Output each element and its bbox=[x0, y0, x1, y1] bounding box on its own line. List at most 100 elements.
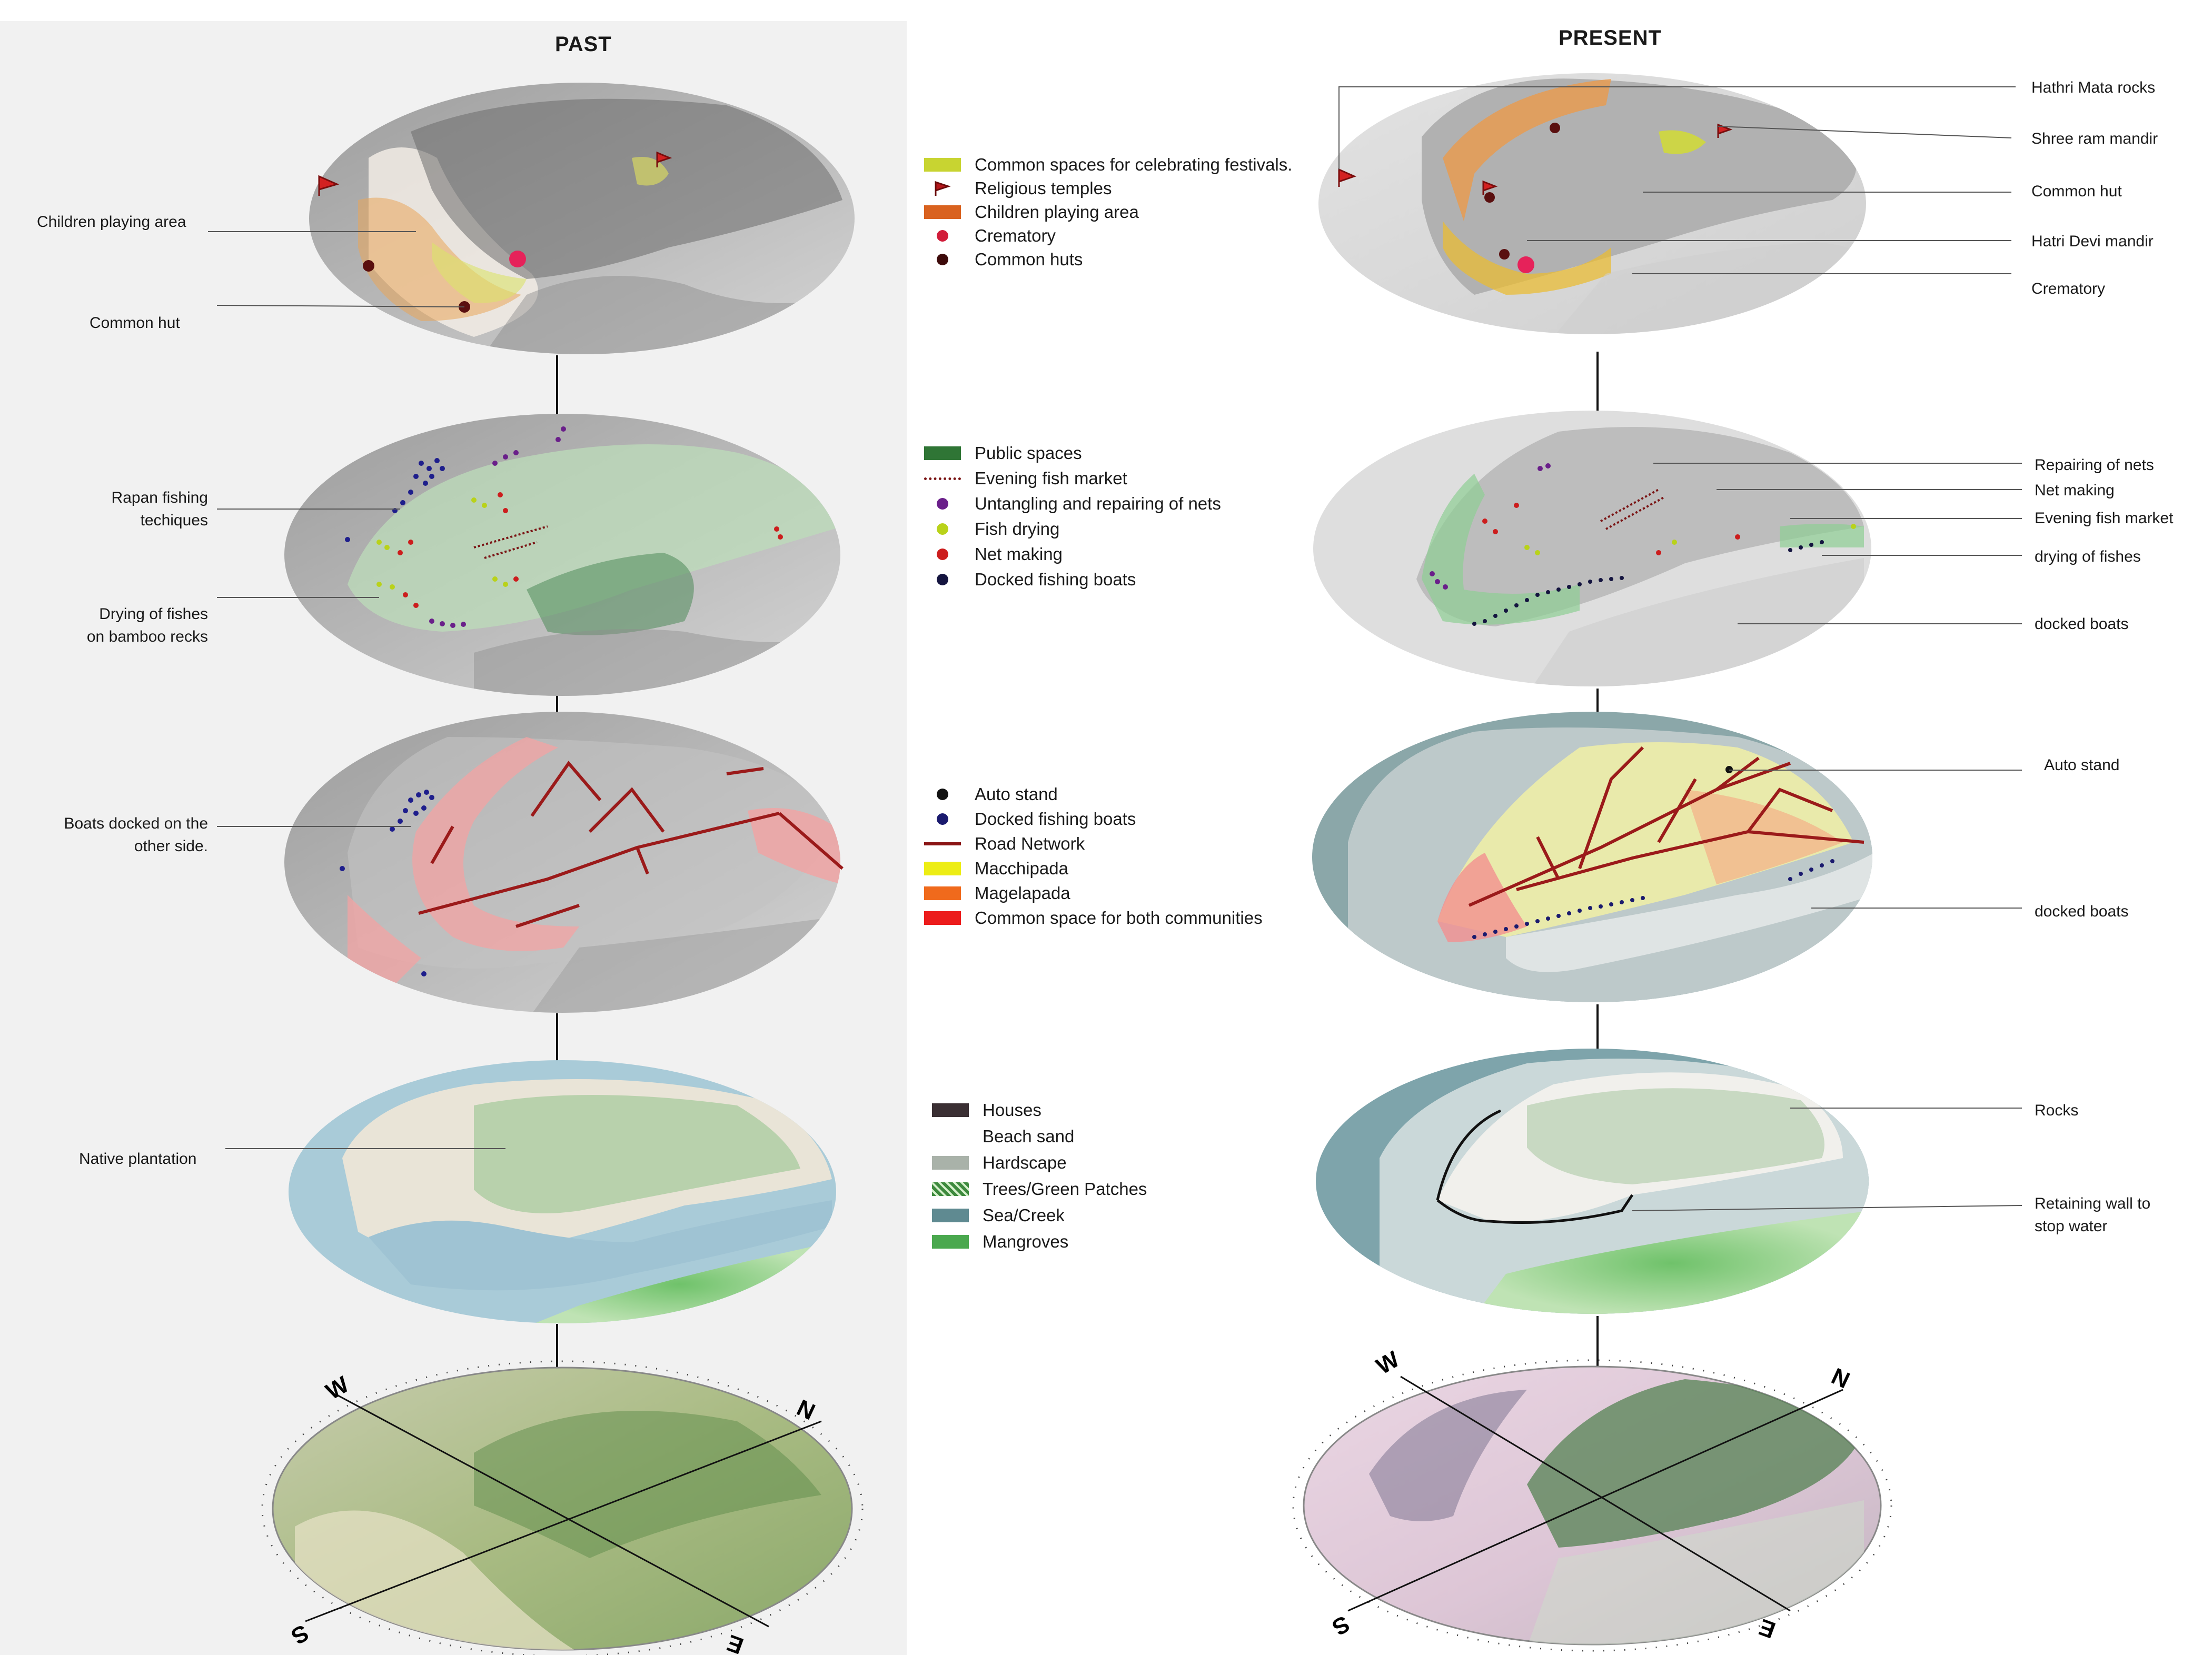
legend-label: Houses bbox=[983, 1100, 1041, 1120]
legend-label: Beach sand bbox=[983, 1126, 1075, 1146]
temple-flag-icon bbox=[924, 180, 961, 197]
past-layer-activities bbox=[284, 414, 840, 696]
present-activity-dots bbox=[1430, 463, 1856, 590]
past-title: PAST bbox=[555, 33, 612, 56]
legend-row: Untangling and repairing of nets bbox=[924, 492, 1221, 516]
none-swatch bbox=[932, 1130, 969, 1143]
dot-swatch bbox=[937, 549, 948, 560]
dot-swatch bbox=[937, 230, 948, 242]
past-leader-lines bbox=[208, 231, 505, 1149]
present-label-common-hut: Common hut bbox=[2031, 183, 2122, 200]
legend-row: Fish drying bbox=[924, 517, 1059, 541]
past-label-boats-line1: Boats docked on the bbox=[64, 815, 208, 832]
legend-label: Religious temples bbox=[975, 178, 1112, 198]
present-layer-activities bbox=[1313, 411, 1871, 686]
present-layer-landcover bbox=[1316, 1049, 1869, 1314]
present-label-evening-fish-market: Evening fish market bbox=[2035, 510, 2174, 527]
past-label-native-plantation: Native plantation bbox=[79, 1150, 197, 1168]
legend-row: Auto stand bbox=[924, 782, 1058, 806]
present-leader-lines bbox=[1338, 86, 2022, 1211]
legend-label: Children playing area bbox=[975, 202, 1139, 222]
rect-swatch bbox=[924, 911, 961, 925]
present-title: PRESENT bbox=[1559, 26, 1662, 49]
legend-row: Beach sand bbox=[932, 1124, 1074, 1149]
present-label-retaining-line1: Retaining wall to bbox=[2035, 1195, 2151, 1212]
legend-label: Auto stand bbox=[975, 784, 1058, 804]
legend-row: Children playing area bbox=[924, 200, 1139, 224]
legend-label: Docked fishing boats bbox=[975, 570, 1136, 589]
legend-label: Trees/Green Patches bbox=[983, 1179, 1147, 1199]
dot-swatch bbox=[937, 574, 948, 585]
past-layer-movement bbox=[284, 712, 844, 1013]
rect-swatch bbox=[932, 1103, 969, 1117]
present-label-rocks: Rocks bbox=[2035, 1102, 2079, 1119]
legend-row: Religious temples bbox=[924, 176, 1112, 201]
rect-swatch bbox=[924, 446, 961, 460]
present-layer-movement bbox=[1312, 712, 1872, 1002]
legend-row: Docked fishing boats bbox=[924, 567, 1136, 592]
legend-label: Common space for both communities bbox=[975, 908, 1263, 928]
legend-row: Trees/Green Patches bbox=[932, 1177, 1147, 1201]
pattern-swatch bbox=[932, 1182, 969, 1196]
legend-row: Public spaces bbox=[924, 441, 1082, 465]
present-road-network bbox=[1468, 746, 1864, 907]
legend-row: Net making bbox=[924, 542, 1063, 566]
past-label-children-playing-area: Children playing area bbox=[37, 213, 186, 231]
legend-row: Evening fish market bbox=[924, 466, 1127, 491]
present-label-crematory: Crematory bbox=[2031, 280, 2106, 297]
legend-row: Macchipada bbox=[924, 856, 1068, 881]
past-label-drying-of-fishes: Drying of fishes on bamboo recks bbox=[53, 603, 208, 648]
legend-label: Hardscape bbox=[983, 1153, 1067, 1172]
past-label-rapan-line1: Rapan fishing bbox=[111, 489, 208, 506]
legend-label: Sea/Creek bbox=[983, 1205, 1065, 1225]
legend-row: Mangroves bbox=[932, 1230, 1068, 1254]
present-label-docked-boats: docked boats bbox=[2035, 615, 2129, 633]
rect-swatch bbox=[932, 1235, 969, 1249]
past-layer-festivals bbox=[309, 83, 855, 354]
dot-swatch bbox=[937, 254, 948, 265]
rect-swatch bbox=[924, 158, 961, 172]
present-label-repairing-of-nets: Repairing of nets bbox=[2035, 456, 2154, 474]
legend-label: Net making bbox=[975, 544, 1063, 564]
dot-swatch bbox=[937, 498, 948, 510]
legend-row: Common huts bbox=[924, 247, 1083, 272]
present-label-retaining-wall: Retaining wall to stop water bbox=[2035, 1192, 2150, 1238]
past-label-boats-docked: Boats docked on the other side. bbox=[32, 812, 208, 858]
present-label-hathri-mata-rocks: Hathri Mata rocks bbox=[2031, 79, 2156, 96]
legend-label: Magelapada bbox=[975, 883, 1070, 903]
legend-row: Houses bbox=[932, 1098, 1041, 1122]
legend-label: Evening fish market bbox=[975, 468, 1127, 488]
line-swatch bbox=[924, 842, 961, 845]
legend-label: Common spaces for celebrating festivals. bbox=[975, 155, 1293, 174]
legend-row: Magelapada bbox=[924, 881, 1070, 905]
dotted-line-swatch bbox=[924, 477, 961, 480]
past-label-rapan-line2: techiques bbox=[140, 512, 208, 529]
legend-row: Crematory bbox=[924, 224, 1056, 248]
present-label-net-making: Net making bbox=[2035, 482, 2115, 499]
present-layer-satellite bbox=[1292, 1359, 1892, 1652]
past-road-network bbox=[418, 761, 844, 928]
past-layer-satellite bbox=[261, 1360, 864, 1655]
rect-swatch bbox=[932, 1209, 969, 1222]
past-activity-dots bbox=[376, 426, 783, 628]
legend-label: Public spaces bbox=[975, 443, 1082, 463]
present-label-drying-of-fishes: drying of fishes bbox=[2035, 548, 2141, 565]
present-label-retaining-line2: stop water bbox=[2035, 1218, 2108, 1235]
past-label-common-hut: Common hut bbox=[90, 314, 180, 332]
present-label-shree-ram-mandir: Shree ram mandir bbox=[2031, 130, 2158, 147]
past-label-drying-line1: Drying of fishes bbox=[99, 605, 208, 623]
legend-row: Common spaces for celebrating festivals. bbox=[924, 153, 1292, 177]
dot-swatch bbox=[937, 789, 948, 800]
past-label-drying-line2: on bamboo recks bbox=[86, 628, 208, 645]
rect-swatch bbox=[924, 886, 961, 900]
legend-row: Road Network bbox=[924, 832, 1085, 856]
legend-label: Macchipada bbox=[975, 859, 1068, 878]
rect-swatch bbox=[932, 1156, 969, 1170]
past-label-boats-line2: other side. bbox=[134, 838, 208, 855]
legend-label: Road Network bbox=[975, 834, 1085, 853]
legend-row: Hardscape bbox=[932, 1151, 1067, 1175]
legend-row: Docked fishing boats bbox=[924, 807, 1136, 831]
past-layer-landcover bbox=[289, 1060, 836, 1323]
